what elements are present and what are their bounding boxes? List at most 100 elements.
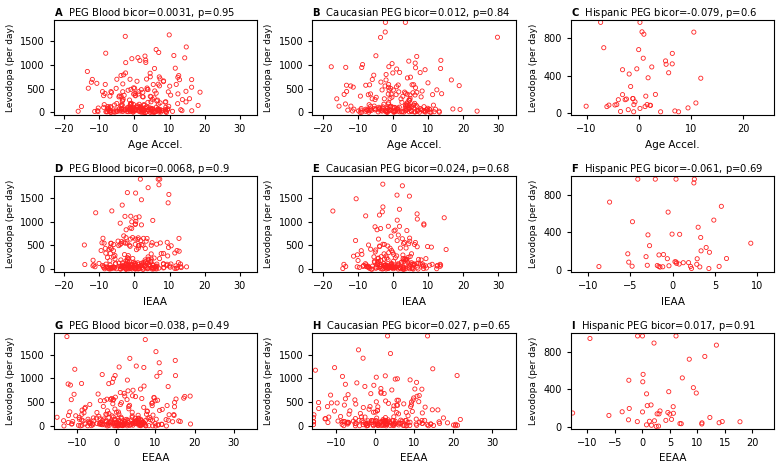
Point [374,388,387,396]
Point [124,235,136,243]
Point [145,93,158,100]
Point [389,106,402,114]
Point [355,247,367,255]
Point [402,418,414,426]
Point [412,265,424,273]
Point [131,103,144,111]
Point [62,419,74,426]
Point [108,264,120,272]
Point [384,244,396,252]
Point [87,257,99,264]
Point [109,260,122,268]
Point [144,104,156,112]
Point [124,242,136,250]
Point [337,418,349,425]
Point [101,108,113,115]
Point [351,263,363,271]
Point [393,205,406,213]
Point [123,263,136,270]
Point [449,422,462,430]
Point [471,107,484,115]
Point [399,19,412,26]
Point [129,107,141,114]
Point [164,264,176,271]
Point [118,232,130,240]
Point [307,414,320,421]
Point [136,242,149,249]
Point [120,226,133,234]
X-axis label: IEAA: IEAA [402,297,426,307]
Point [397,264,410,272]
Point [361,263,374,271]
Point [644,417,656,425]
Point [112,420,124,428]
Point [65,396,77,403]
Point [353,107,365,114]
Point [126,265,138,272]
Point [93,260,105,267]
Point [142,253,154,261]
Point [406,263,419,271]
Point [395,416,407,424]
Point [149,420,161,427]
Point [325,399,338,407]
Point [110,107,122,115]
Point [406,108,418,115]
Point [136,418,148,426]
Point [417,220,430,227]
Point [374,261,386,268]
Point [112,410,125,418]
Point [419,107,431,115]
Point [129,417,141,425]
X-axis label: Age Accel.: Age Accel. [645,140,700,150]
Point [126,408,139,416]
Point [122,103,135,111]
Point [76,416,88,424]
Point [421,105,434,112]
Point [378,390,391,397]
Point [101,263,113,271]
Point [119,265,131,272]
Point [639,103,651,110]
Point [151,97,163,105]
Point [180,263,193,271]
Point [389,264,402,272]
Point [166,107,179,115]
Point [136,241,148,248]
Point [666,60,679,68]
Point [420,255,432,262]
Point [637,54,650,62]
Point [129,261,141,269]
Point [119,251,131,258]
Point [137,106,150,113]
Point [357,263,370,270]
Point [144,261,156,268]
Point [121,265,133,272]
Point [348,106,360,113]
Point [429,106,441,113]
Point [386,264,399,271]
Point [94,419,107,426]
Point [393,264,406,272]
Point [136,420,149,428]
Point [386,421,399,429]
Point [398,257,410,265]
Point [121,189,133,197]
Point [136,93,149,100]
Point [126,106,139,114]
Point [130,362,143,370]
Point [653,410,665,417]
Point [144,109,157,116]
Point [369,421,381,428]
Point [405,103,417,110]
Point [416,106,428,114]
Point [400,257,413,265]
Point [142,415,154,422]
Point [105,108,117,116]
Point [150,348,162,356]
Point [406,265,418,272]
Point [415,256,427,264]
Point [382,99,395,106]
Point [115,101,128,109]
Point [633,46,645,53]
